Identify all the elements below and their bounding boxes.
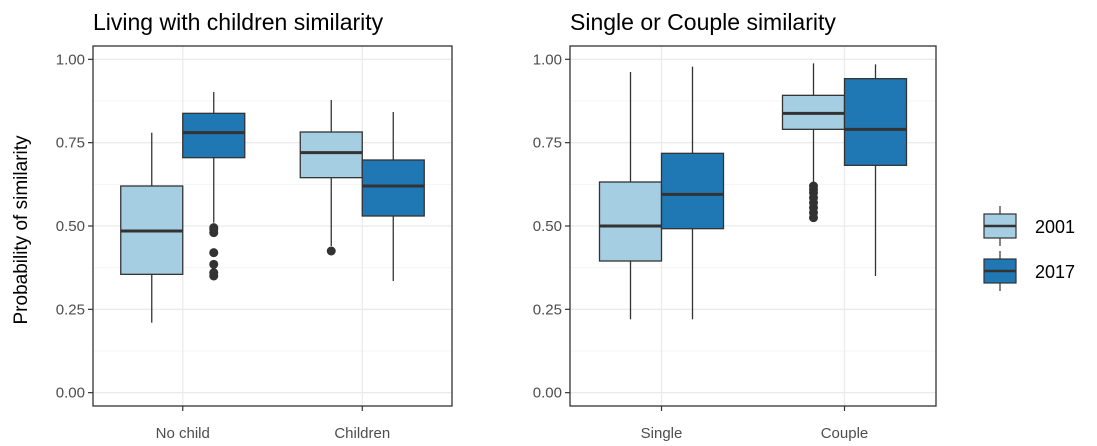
legend-item-2017: 2017	[983, 251, 1075, 291]
panel-title: Single or Couple similarity	[570, 9, 836, 35]
box-no-child-2001	[120, 132, 184, 323]
box-body	[361, 159, 425, 217]
panels: Living with children similarity0.000.250…	[56, 9, 937, 442]
y-axis: 0.00 0.25 0.50 0.75 1.00	[56, 51, 93, 402]
y-tick-label: 1.00	[56, 51, 85, 68]
box-single-2017	[660, 66, 725, 320]
series-2017	[660, 64, 908, 320]
box-single-2001	[598, 72, 663, 320]
y-tick-label: 1.00	[533, 51, 562, 68]
x-tick-label: Couple	[821, 425, 869, 442]
legend-label: 2017	[1035, 262, 1075, 282]
box-body	[182, 112, 246, 159]
outlier-point	[209, 248, 219, 258]
outlier-point	[326, 246, 336, 256]
y-tick-label: 0.50	[533, 218, 562, 235]
x-tick-label: Children	[334, 425, 390, 442]
y-tick-label: 0.00	[56, 385, 85, 402]
x-tick-label: Single	[641, 425, 683, 442]
box-children-2001	[299, 100, 363, 256]
box-couple-2017	[843, 64, 908, 276]
box-body	[660, 152, 725, 230]
x-axis: Single Couple	[641, 406, 869, 442]
panel-title: Living with children similarity	[93, 9, 384, 35]
box-no-child-2017	[182, 92, 246, 281]
legend-item-2001: 2001	[983, 206, 1075, 246]
y-tick-label: 0.50	[56, 218, 85, 235]
outlier-point	[209, 259, 219, 269]
y-tick-label: 0.75	[533, 135, 562, 152]
panel-1: Living with children similarity0.000.250…	[56, 9, 453, 442]
y-axis-title: Probability of similarity	[11, 135, 32, 324]
series-2001	[598, 63, 846, 320]
series-2017	[182, 92, 425, 281]
box-body	[598, 181, 663, 262]
box-body	[299, 131, 363, 179]
outlier-point	[809, 181, 818, 191]
outlier-point	[209, 268, 219, 278]
x-tick-label: No child	[156, 425, 210, 442]
y-tick-label: 0.75	[56, 135, 85, 152]
y-tick-label: 0.25	[533, 301, 562, 318]
panel-2: Single or Couple similarity0.000.250.500…	[533, 9, 937, 442]
x-axis: No child Children	[156, 406, 390, 442]
legend: 2001 2017	[983, 206, 1075, 291]
box-body	[843, 78, 908, 166]
outlier-point	[209, 223, 219, 233]
legend-label: 2001	[1035, 217, 1075, 237]
box-children-2017	[361, 112, 425, 281]
y-tick-label: 0.00	[533, 385, 562, 402]
box-couple-2001	[781, 63, 846, 223]
y-axis: 0.00 0.25 0.50 0.75 1.00	[533, 51, 570, 402]
series-2001	[120, 100, 363, 323]
y-tick-label: 0.25	[56, 301, 85, 318]
